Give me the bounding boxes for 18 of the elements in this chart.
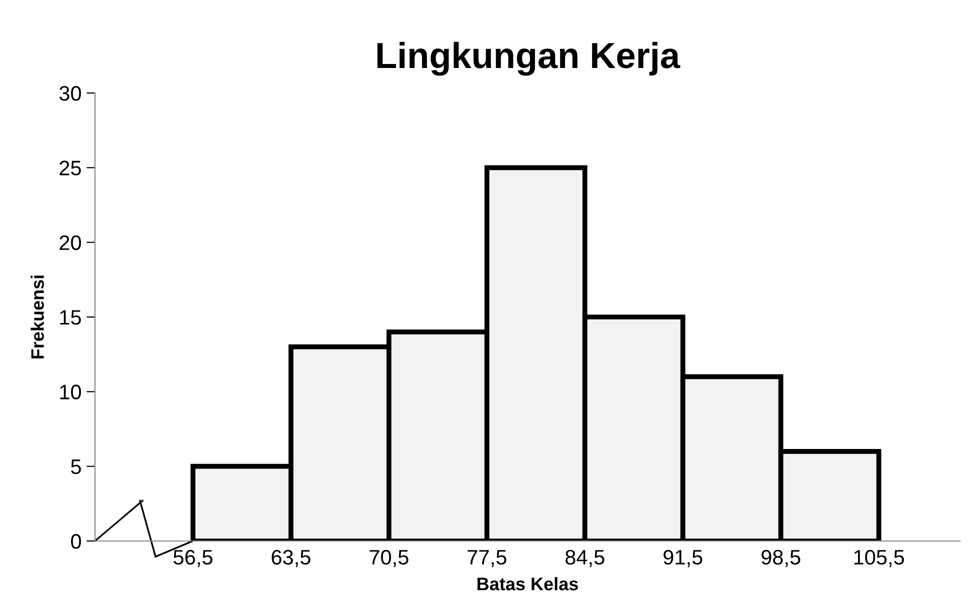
x-axis-title: Batas Kelas [478,577,578,590]
y-tick-label: 0 [71,534,81,549]
y-tick-label: 15 [60,310,81,325]
x-tick-label: 98,5 [762,550,800,568]
y-tick-label: 20 [60,235,81,250]
x-tick-label: 84,5 [566,550,604,568]
x-tick-label: 56,5 [174,550,212,568]
y-axis-title: Frekuensi [30,276,44,358]
chart-title: Lingkungan Kerja [377,42,680,76]
x-tick-label: 63,5 [272,550,310,568]
x-tick-label: 70,5 [370,550,408,568]
x-tick-label: 105,5 [854,550,904,568]
y-tick-label: 25 [60,160,81,176]
y-tick-label: 10 [60,384,81,400]
x-tick-label: 77,5 [468,550,506,568]
x-tick-label: 91,5 [664,550,702,568]
y-tick-label: 30 [59,86,81,101]
y-tick-label: 5 [71,460,81,474]
